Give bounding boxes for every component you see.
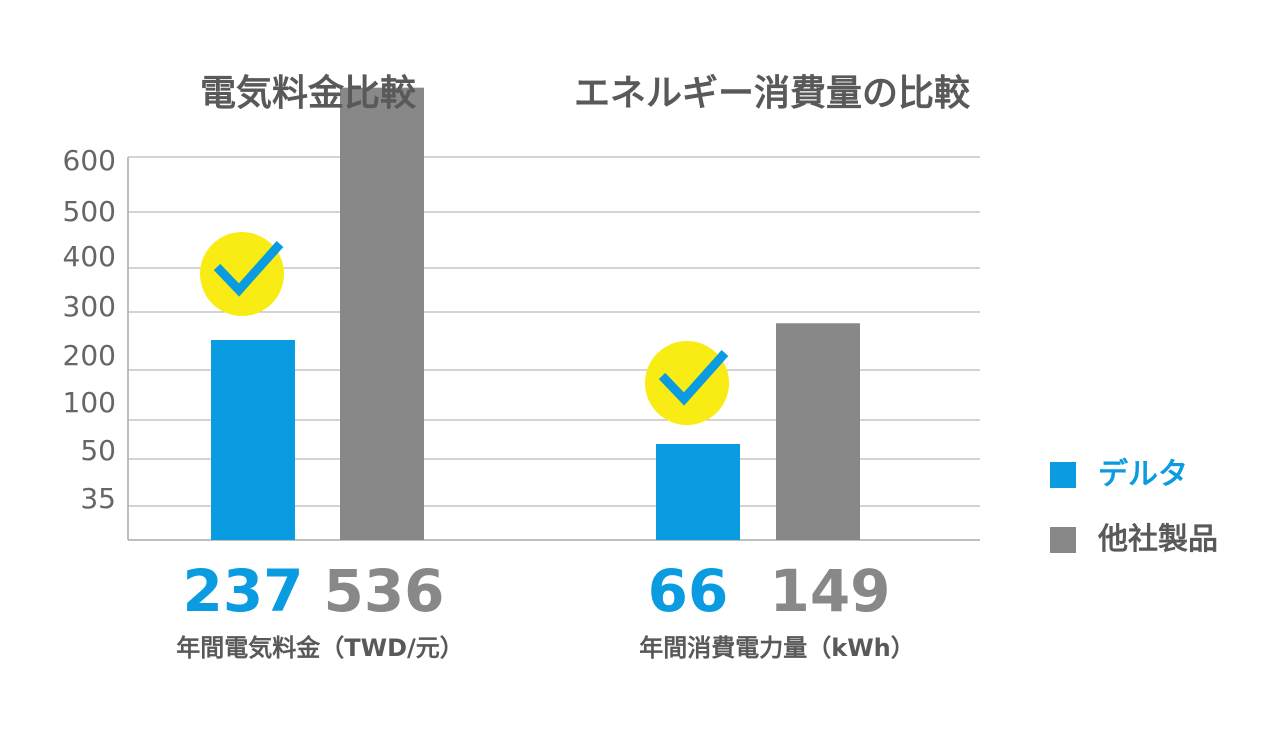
- check-icon: [658, 350, 729, 406]
- check-icon: [213, 241, 284, 297]
- legend-swatch-delta: [1050, 462, 1076, 488]
- value-label-delta-energy: 66: [647, 557, 729, 625]
- caption-annual-cost: 年間電気料金（TWD/元）: [176, 634, 464, 662]
- legend-label-other: 他社製品: [1098, 522, 1218, 557]
- value-label-other-energy: 149: [769, 557, 891, 625]
- y-tick-label: 300: [62, 290, 116, 323]
- value-label-other-cost: 536: [323, 557, 445, 625]
- y-tick-label: 500: [62, 195, 116, 228]
- y-tick-label: 50: [80, 434, 116, 467]
- y-tick-label: 600: [62, 144, 116, 177]
- y-tick-label: 100: [62, 386, 116, 419]
- bar-other: [340, 87, 424, 540]
- y-tick-label: 200: [62, 339, 116, 372]
- chart-title-energy: エネルギー消費量の比較: [573, 73, 971, 114]
- bar-delta: [656, 444, 740, 540]
- legend-swatch-other: [1050, 527, 1076, 553]
- check-badge: [645, 341, 729, 425]
- bar-delta: [211, 340, 295, 540]
- caption-annual-energy: 年間消費電力量（kWh）: [639, 634, 915, 662]
- y-tick-label: 400: [62, 240, 116, 273]
- value-label-delta-cost: 237: [182, 557, 304, 625]
- y-tick-label: 35: [80, 482, 116, 515]
- legend-label-delta: デルタ: [1098, 457, 1188, 492]
- check-badge: [200, 232, 284, 316]
- bar-other: [776, 323, 860, 540]
- chart-title-cost: 電気料金比較: [199, 73, 417, 114]
